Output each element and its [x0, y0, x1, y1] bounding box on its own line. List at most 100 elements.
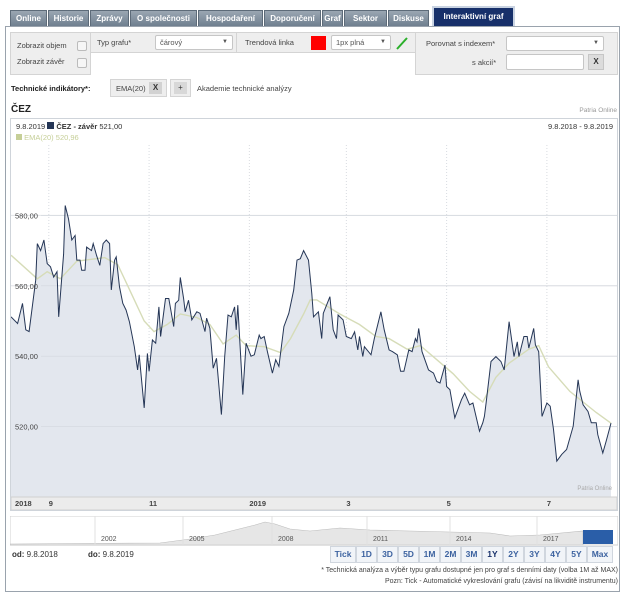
tab-4[interactable]: Hospodaření [198, 10, 263, 26]
academy-link[interactable]: Akademie technické analýzy [197, 84, 292, 93]
add-indicator-button[interactable]: + [174, 82, 187, 94]
note-tick: Pozn: Tick - Automatické vykreslování gr… [384, 578, 618, 585]
range-button-1d[interactable]: 1D [356, 546, 377, 563]
chart-type-select[interactable]: čárový ▼ [155, 35, 233, 50]
watermark: Patria Online [577, 486, 612, 492]
legend-date: 9.8.2019 [16, 122, 46, 131]
tab-9[interactable]: Interaktivní graf [432, 6, 515, 27]
x-tick-label: 9 [49, 499, 53, 508]
note-technical: * Technická analýza a výběr typu grafu d… [321, 567, 618, 574]
tab-0[interactable]: Online [10, 10, 47, 26]
date-range-label: 9.8.2018 - 9.8.2019 [547, 122, 613, 131]
trend-line-box: Trendová linka 1px plná ▼ [236, 32, 416, 53]
range-button-1m[interactable]: 1M [419, 546, 440, 563]
chart-type-value: čárový [160, 38, 183, 47]
navigator[interactable]: 2002 2005 2008 2011 2014 2017 [10, 516, 618, 546]
display-options-box: Zobrazit objem Zobrazit závěr [10, 32, 91, 75]
ema-swatch [16, 134, 22, 140]
x-axis-bar [11, 496, 617, 510]
tab-8[interactable]: Diskuse [388, 10, 429, 26]
chart-type-box: Typ grafu* čárový ▼ [90, 32, 237, 53]
range-button-4y[interactable]: 4Y [545, 546, 566, 563]
navigator-area [10, 521, 584, 546]
navigator-year: 2008 [278, 536, 294, 543]
to-label: do: [88, 550, 101, 559]
chart-type-label: Typ grafu* [97, 38, 132, 47]
draw-line-icon[interactable] [395, 36, 409, 50]
tab-2[interactable]: Zprávy [90, 10, 129, 26]
range-button-3m[interactable]: 3M [461, 546, 482, 563]
y-tick-label: 540,00 [15, 352, 38, 361]
compare-index-select[interactable]: ▼ [506, 36, 604, 51]
show-volume-label: Zobrazit objem [17, 41, 67, 50]
chevron-down-icon: ▼ [593, 40, 599, 46]
from-value[interactable]: 9.8.2018 [26, 550, 58, 559]
range-button-1y[interactable]: 1Y [482, 546, 503, 563]
range-button-2m[interactable]: 2M [440, 546, 461, 563]
navigator-year: 2017 [543, 536, 559, 543]
y-tick-label: 580,00 [15, 211, 38, 220]
trend-style-select[interactable]: 1px plná ▼ [331, 35, 391, 50]
price-area [11, 205, 611, 497]
from-label: od: [12, 550, 25, 559]
tab-6[interactable]: Graf [322, 10, 343, 26]
x-tick-label: 2018 [15, 499, 32, 508]
navigator-year: 2011 [373, 536, 388, 543]
price-line [11, 205, 612, 463]
ema-legend: EMA(20) 520,96 [16, 133, 79, 142]
indicators-label: Technické indikátory*: [11, 84, 91, 93]
trend-color-swatch[interactable] [311, 36, 326, 50]
compare-stock-input[interactable] [506, 54, 584, 70]
range-button-3d[interactable]: 3D [377, 546, 398, 563]
trend-line-label: Trendová linka [245, 38, 294, 47]
ema-line [11, 254, 612, 424]
price-chart[interactable]: 580,00 560,00 540,00 520,00 2018 9 11 2019 3 5 7 [11, 145, 617, 510]
navigator-year: 2014 [456, 536, 472, 543]
tab-3[interactable]: O společnosti [130, 10, 197, 26]
chart-frame [10, 118, 618, 511]
indicator-name: EMA(20) [116, 84, 146, 93]
chevron-down-icon: ▼ [222, 39, 228, 45]
from-date: od: 9.8.2018 [12, 550, 58, 559]
legend-ema-value: 520,96 [55, 133, 79, 142]
y-tick-label: 520,00 [15, 423, 38, 432]
chart-title: ČEZ [11, 104, 31, 115]
range-button-5d[interactable]: 5D [398, 546, 419, 563]
tab-7[interactable]: Sektor [344, 10, 387, 26]
tab-5[interactable]: Doporučení [264, 10, 321, 26]
x-tick-label: 2019 [249, 499, 266, 508]
legend-series-name: ČEZ - závěr [56, 122, 98, 131]
x-tick-label: 3 [346, 499, 350, 508]
compare-stock-label: s akcií* [472, 58, 497, 67]
range-button-max[interactable]: Max [587, 546, 613, 563]
to-value[interactable]: 9.8.2019 [102, 550, 134, 559]
tab-1[interactable]: Historie [48, 10, 89, 26]
to-date: do: 9.8.2019 [88, 550, 134, 559]
series-swatch [47, 122, 55, 129]
chart-legend: 9.8.2019 ČEZ - závěr 521,00 [16, 122, 122, 131]
range-button-2y[interactable]: 2Y [503, 546, 524, 563]
x-tick-label: 11 [149, 499, 157, 508]
trend-style-value: 1px plná [336, 38, 365, 47]
range-button-3y[interactable]: 3Y [524, 546, 545, 563]
compare-index-label: Porovnat s indexem* [426, 39, 496, 48]
legend-ema-name: EMA(20) [24, 133, 54, 142]
indicator-chip: EMA(20) X [110, 79, 167, 97]
clear-compare-button[interactable]: X [588, 54, 604, 70]
chevron-down-icon: ▼ [380, 39, 386, 45]
compare-box: Porovnat s indexem* ▼ s akcií* X [415, 32, 618, 75]
navigator-selection [583, 530, 613, 544]
range-button-5y[interactable]: 5Y [566, 546, 587, 563]
navigator-year: 2002 [101, 536, 117, 543]
navigator-year: 2005 [189, 536, 205, 543]
show-volume-checkbox[interactable] [77, 41, 87, 51]
add-indicator-box: + [170, 79, 191, 97]
legend-series-value: 521,00 [99, 122, 123, 131]
x-tick-label: 7 [547, 499, 551, 508]
chart-panel [5, 26, 620, 592]
show-close-checkbox[interactable] [77, 58, 87, 68]
range-button-tick[interactable]: Tick [330, 546, 356, 563]
y-tick-label: 560,00 [15, 282, 38, 291]
source-label: Patria Online [579, 107, 617, 114]
remove-indicator-button[interactable]: X [149, 82, 162, 94]
